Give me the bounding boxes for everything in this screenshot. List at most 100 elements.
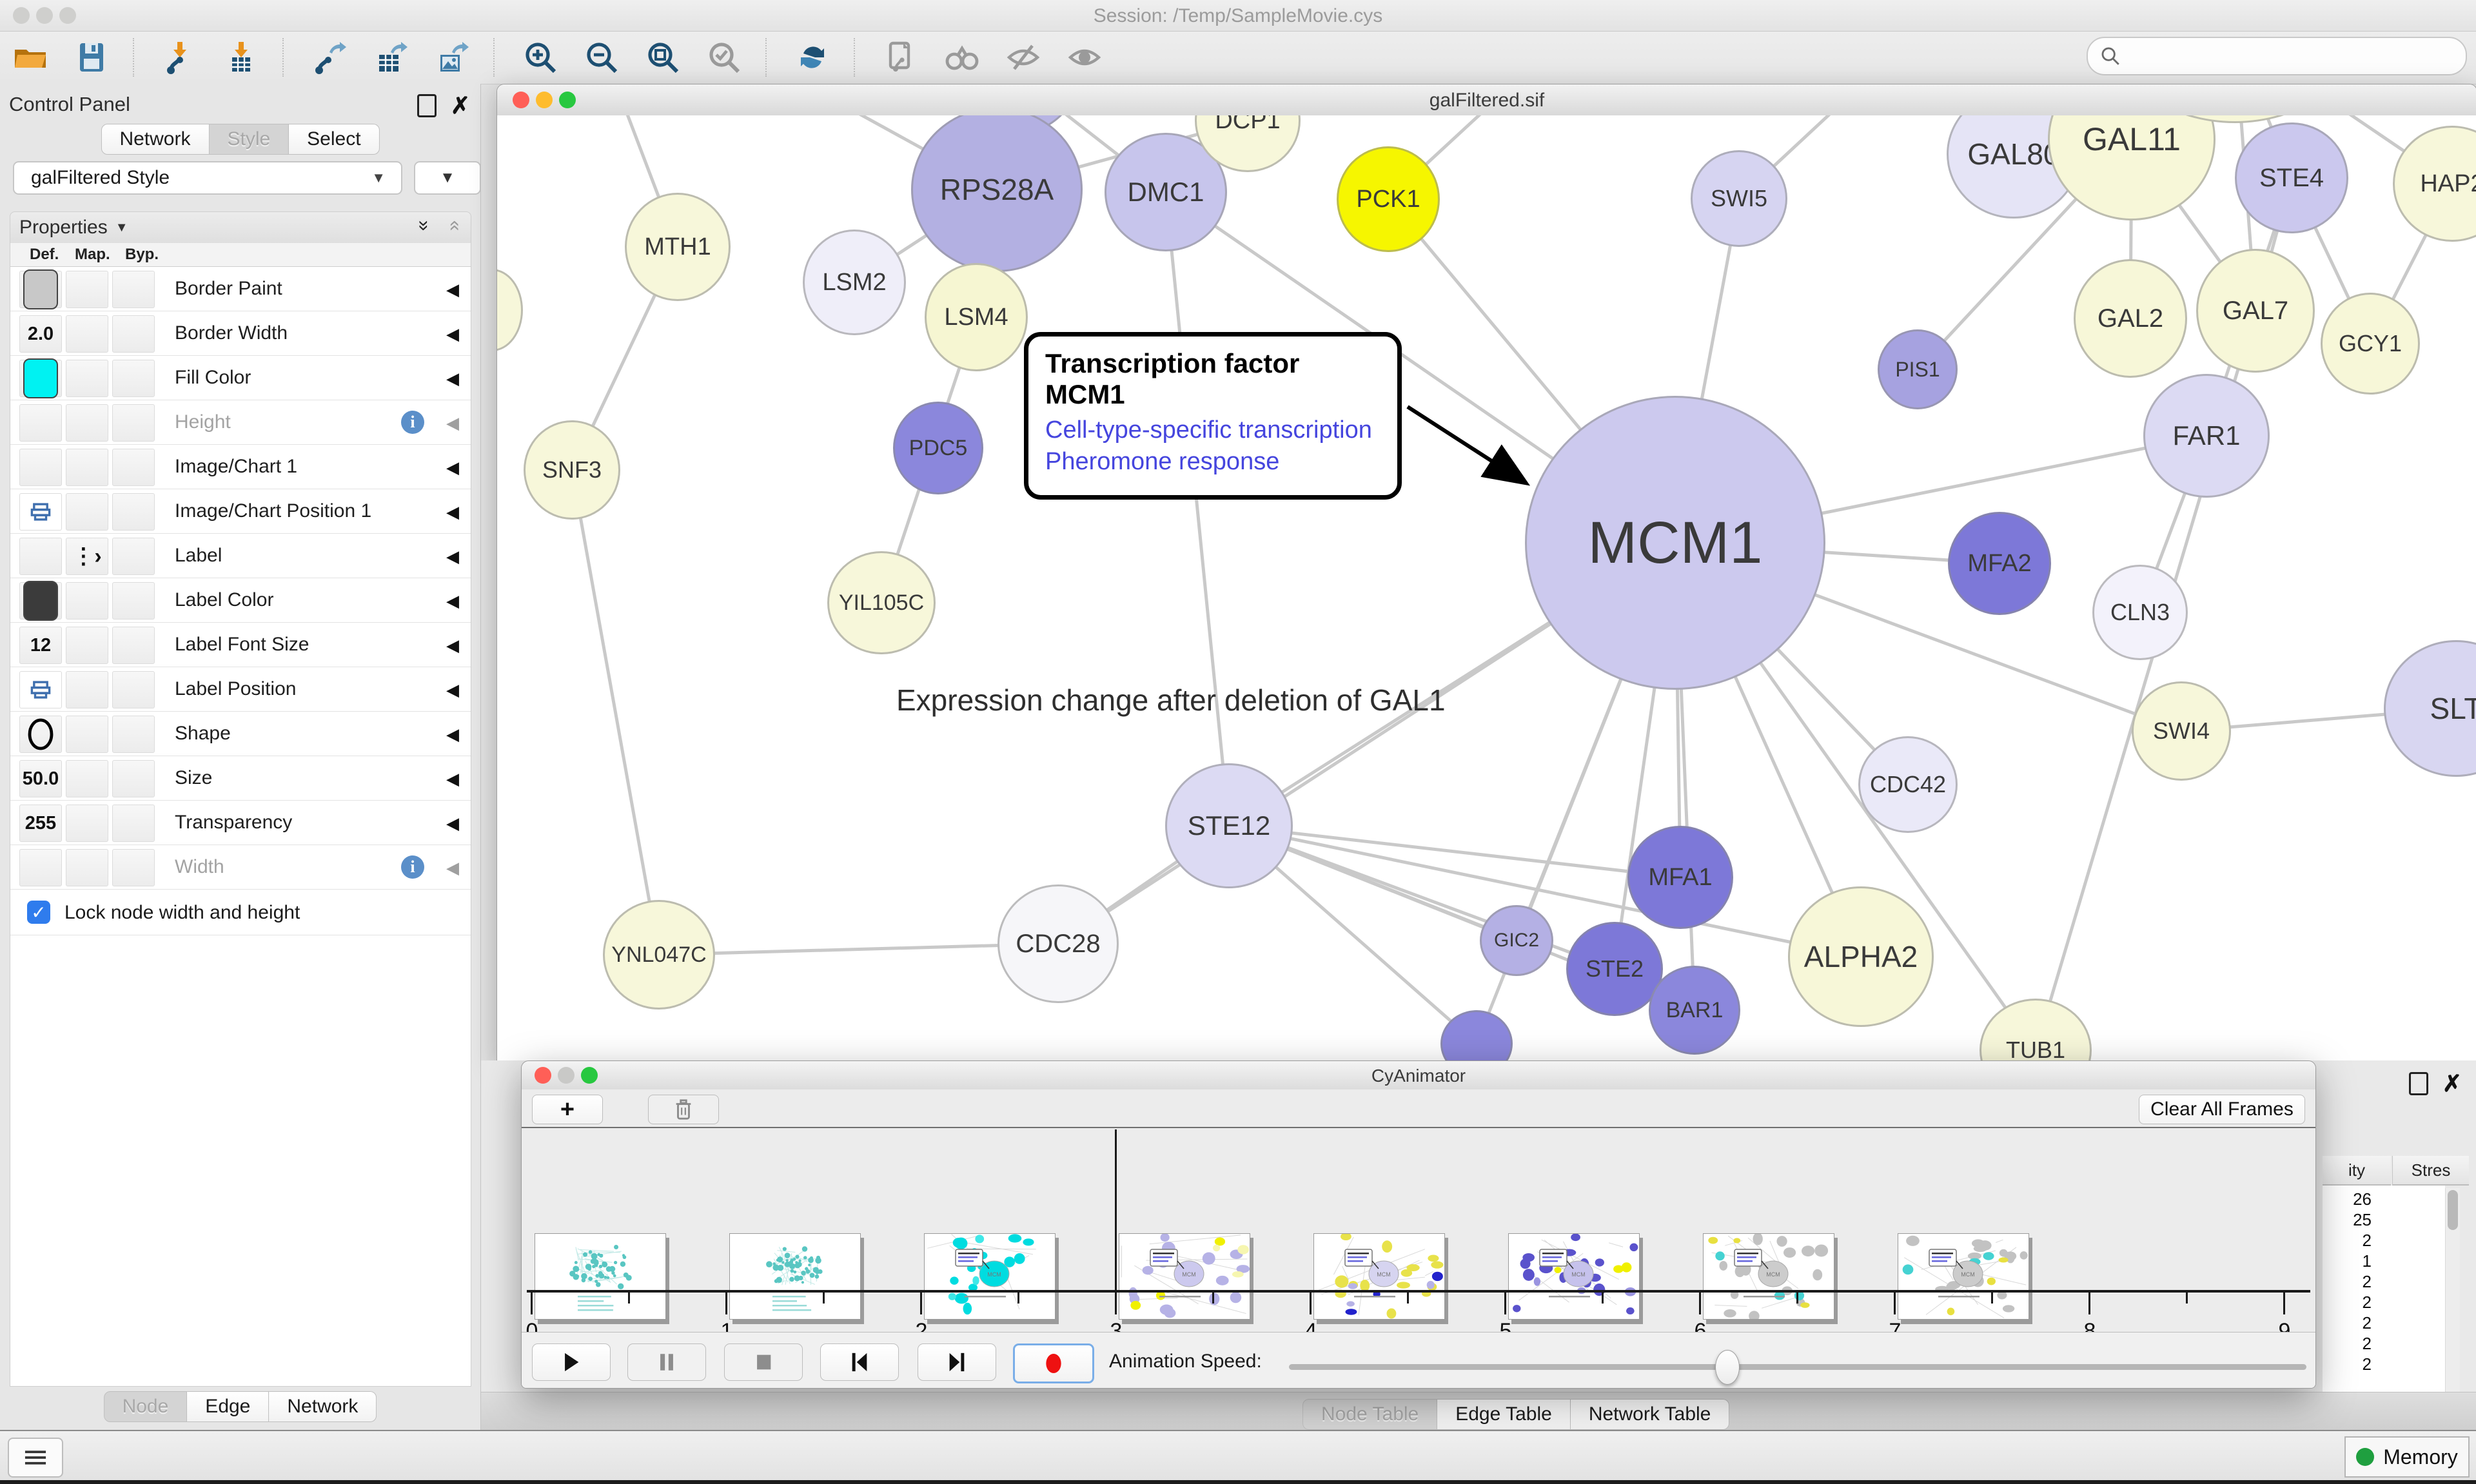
bypass-cell[interactable]: [112, 538, 155, 575]
property-row-fill-color[interactable]: Fill Color ◀: [10, 356, 471, 400]
network-node-LSM4[interactable]: LSM4: [925, 263, 1028, 371]
default-value-cell[interactable]: 2.0: [19, 315, 62, 353]
tab-node[interactable]: Node: [103, 1391, 188, 1422]
network-node-YNL047C[interactable]: YNL047C: [603, 900, 715, 1010]
bypass-cell[interactable]: [112, 360, 155, 397]
stop-button[interactable]: [724, 1343, 803, 1381]
mapping-cell[interactable]: [66, 716, 108, 753]
table-row[interactable]: 2: [2362, 1354, 2372, 1374]
tab-edge-table[interactable]: Edge Table: [1437, 1399, 1571, 1430]
expand-row-icon[interactable]: ◀: [446, 280, 459, 299]
network-node-YIL105C[interactable]: YIL105C: [827, 551, 936, 654]
mapping-cell[interactable]: [66, 671, 108, 708]
export-table-button[interactable]: [366, 35, 416, 79]
close-panel-icon[interactable]: ✗: [450, 92, 470, 119]
bypass-cell[interactable]: [112, 760, 155, 797]
float-table-panel-icon[interactable]: [2408, 1072, 2428, 1095]
default-value-cell[interactable]: [19, 538, 62, 575]
table-row[interactable]: 2: [2362, 1334, 2372, 1353]
property-row-size[interactable]: 50.0 Size ◀: [10, 756, 471, 801]
table-column-stres[interactable]: Stres: [2392, 1156, 2469, 1186]
expand-row-icon[interactable]: ◀: [446, 680, 459, 699]
pause-button[interactable]: [627, 1343, 706, 1381]
cyanimator-titlebar[interactable]: CyAnimator: [522, 1061, 2315, 1090]
clone-view-button[interactable]: [876, 35, 926, 79]
table-row[interactable]: 2: [2362, 1313, 2372, 1333]
network-canvas[interactable]: RPS28ADMC1DCP1PCK1SWI5GAL80GAL11STE4HAP2…: [497, 115, 2476, 1061]
network-node-FAR1[interactable]: FAR1: [2143, 374, 2270, 498]
default-value-cell[interactable]: [19, 671, 62, 708]
mapping-cell[interactable]: [66, 760, 108, 797]
search-box[interactable]: [2087, 37, 2467, 75]
mapping-cell[interactable]: ⋮›: [66, 538, 108, 575]
record-button[interactable]: [1013, 1343, 1094, 1383]
default-value-cell[interactable]: [19, 493, 62, 531]
default-value-cell[interactable]: [19, 269, 62, 309]
network-node-MTH1[interactable]: MTH1: [625, 193, 731, 301]
default-value-cell[interactable]: [19, 581, 62, 621]
tab-style[interactable]: Style: [209, 124, 290, 155]
network-node-ALPHA2[interactable]: ALPHA2: [1788, 886, 1934, 1027]
bypass-cell[interactable]: [112, 671, 155, 708]
export-image-button[interactable]: [427, 35, 477, 79]
bypass-cell[interactable]: [112, 271, 155, 308]
skip-to-start-button[interactable]: [820, 1343, 899, 1381]
network-minimize-button[interactable]: [536, 92, 553, 108]
window-close-button[interactable]: [13, 7, 30, 24]
table-row[interactable]: 26: [2353, 1189, 2372, 1209]
frame-thumbnail-0[interactable]: [535, 1233, 666, 1320]
expand-row-icon[interactable]: ◀: [446, 458, 459, 477]
save-button[interactable]: [66, 35, 117, 79]
delete-frame-button[interactable]: [648, 1095, 719, 1124]
network-node-STE12[interactable]: STE12: [1165, 763, 1293, 888]
table-row[interactable]: 2: [2362, 1272, 2372, 1291]
default-value-cell[interactable]: [19, 358, 62, 398]
style-select[interactable]: galFiltered Style ▼: [13, 161, 402, 195]
frame-thumbnail-2[interactable]: MCM: [924, 1233, 1056, 1320]
network-node-STE4[interactable]: STE4: [2235, 122, 2348, 233]
import-table-button[interactable]: [216, 35, 266, 79]
annotation-link[interactable]: Cell-type-specific transcription: [1045, 416, 1372, 444]
tab-node-table[interactable]: Node Table: [1302, 1399, 1438, 1430]
play-button[interactable]: [532, 1343, 611, 1381]
network-node-STE2[interactable]: STE2: [1566, 922, 1663, 1016]
slider-handle[interactable]: [1715, 1350, 1740, 1385]
export-network-button[interactable]: [304, 35, 355, 79]
expand-row-icon[interactable]: ◀: [446, 413, 459, 433]
property-row-height[interactable]: Height i ◀: [10, 400, 471, 445]
property-row-width[interactable]: Width i ◀: [10, 845, 471, 890]
playhead[interactable]: [1115, 1129, 1117, 1290]
table-row[interactable]: 2: [2362, 1231, 2372, 1250]
table-column-ity[interactable]: ity: [2323, 1156, 2391, 1186]
bypass-cell[interactable]: [112, 315, 155, 353]
expand-row-icon[interactable]: ◀: [446, 369, 459, 388]
style-options-button[interactable]: ▼: [414, 161, 481, 195]
status-menu-button[interactable]: [8, 1438, 63, 1478]
collapse-all-icon[interactable]: »: [442, 220, 464, 231]
default-value-cell[interactable]: 50.0: [19, 760, 62, 797]
tab-edge[interactable]: Edge: [187, 1391, 270, 1422]
annotation-box[interactable]: Transcription factor MCM1 Cell-type-spec…: [1024, 332, 1402, 500]
refresh-button[interactable]: [787, 35, 838, 79]
binoculars-button[interactable]: [937, 35, 987, 79]
mapping-cell[interactable]: [66, 627, 108, 664]
network-window-titlebar[interactable]: galFiltered.sif: [497, 84, 2476, 116]
mapping-cell[interactable]: [66, 315, 108, 353]
network-node-PDC5[interactable]: PDC5: [893, 402, 983, 494]
lock-size-row[interactable]: ✓ Lock node width and height: [10, 890, 471, 935]
bypass-cell[interactable]: [112, 849, 155, 886]
network-node-GCY1[interactable]: GCY1: [2321, 293, 2420, 395]
properties-header[interactable]: Properties ▼ » »: [10, 211, 471, 244]
network-close-button[interactable]: [513, 92, 529, 108]
network-node-GAL7[interactable]: GAL7: [2196, 249, 2315, 373]
property-row-label-font-size[interactable]: 12 Label Font Size ◀: [10, 623, 471, 667]
property-row-label-position[interactable]: Label Position ◀: [10, 667, 471, 712]
table-row[interactable]: 1: [2362, 1251, 2372, 1271]
network-node-GAL2[interactable]: GAL2: [2074, 259, 2187, 378]
network-node-BAR1[interactable]: BAR1: [1649, 966, 1740, 1055]
default-value-cell[interactable]: 12: [19, 627, 62, 664]
tab-network[interactable]: Network: [101, 124, 210, 155]
zoom-fit-button[interactable]: [638, 35, 688, 79]
bypass-cell[interactable]: [112, 404, 155, 442]
property-row-image-chart-1[interactable]: Image/Chart 1 ◀: [10, 445, 471, 489]
